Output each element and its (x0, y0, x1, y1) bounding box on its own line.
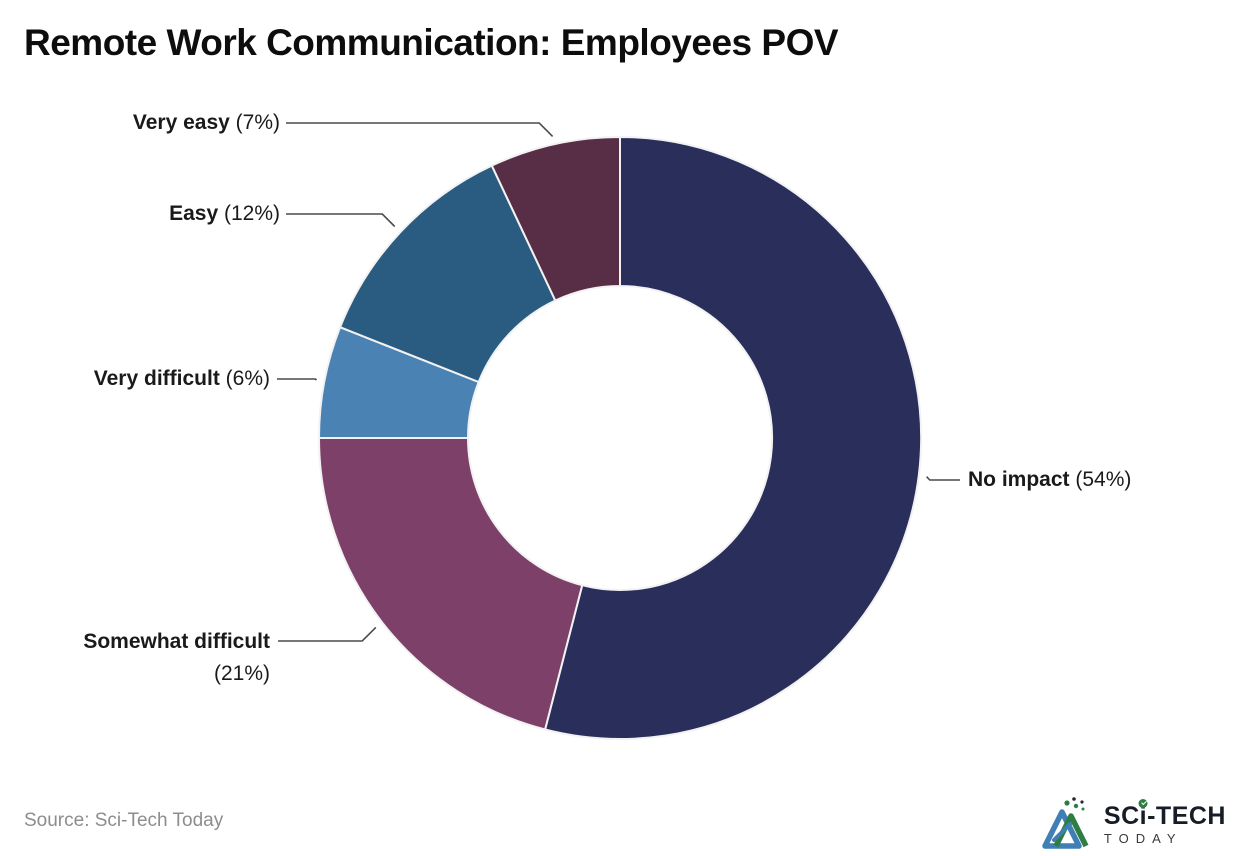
logo-check-icon (1138, 798, 1148, 808)
slice-label-easy: Easy (12%) (46, 199, 280, 229)
slice-label-name: Easy (169, 202, 219, 225)
leader-line-no-impact (926, 476, 960, 481)
slice-label-pct: (6%) (225, 367, 270, 390)
slice-label-name: No impact (968, 468, 1070, 491)
sci-tech-today-logo: SC i-TECH TODAY (1040, 794, 1226, 855)
donut-slice-somewhat-difficult (318, 437, 584, 731)
slice-label-name: Very difficult (93, 367, 220, 390)
slice-label-somewhat-difficult: Somewhat difficult (21%) (30, 626, 270, 690)
slice-label-pct: (12%) (223, 202, 280, 225)
slice-label-name: Somewhat difficult (83, 630, 270, 653)
slice-label-pct: (54%) (1075, 468, 1132, 491)
donut-slice-very-easy (490, 135, 621, 302)
slice-label-no-impact: No impact (54%) (968, 465, 1131, 495)
leader-line-somewhat-difficult (278, 626, 377, 642)
slice-label-name: Very easy (132, 111, 230, 134)
logo-tagline: TODAY (1103, 830, 1183, 846)
slice-label-pct: (21%) (213, 662, 270, 685)
donut-slice-no-impact (544, 136, 923, 740)
source-text: Source: Sci-Tech Today (24, 810, 224, 831)
page-title: Remote Work Communication: Employees POV (24, 22, 839, 63)
logo-name: SC i-TECH (1104, 798, 1226, 829)
leader-line-easy (286, 213, 396, 228)
slice-label-very-easy: Very easy (7%) (46, 108, 280, 138)
leader-line-very-easy (286, 122, 554, 137)
leader-line-very-difficult (277, 378, 318, 381)
slice-label-pct: (7%) (235, 111, 280, 134)
logo-mark-icon (1040, 794, 1098, 855)
slice-label-very-difficult: Very difficult (6%) (30, 364, 270, 394)
